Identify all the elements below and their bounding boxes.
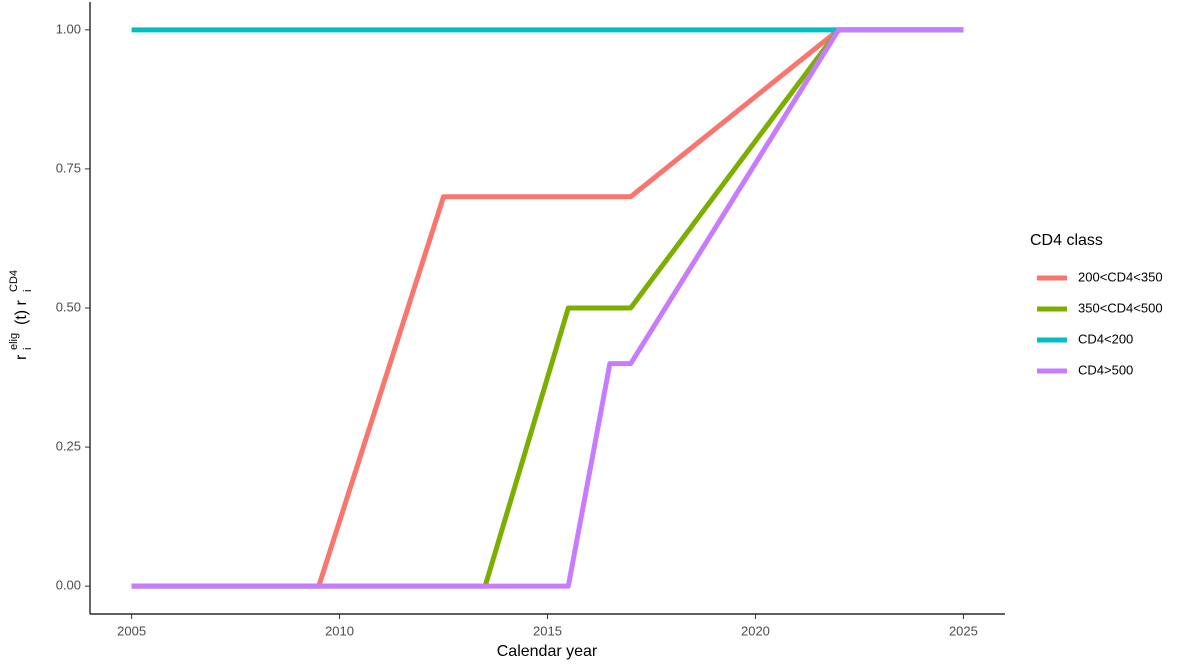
- y-tick-label: 1.00: [56, 21, 81, 36]
- y-axis-title-part: i: [22, 290, 34, 292]
- y-axis-title-part: r: [13, 354, 30, 360]
- x-tick-label: 2015: [533, 623, 562, 638]
- x-tick-label: 2010: [325, 623, 354, 638]
- series-line: [131, 27, 964, 589]
- x-tick-label: 2025: [949, 623, 978, 638]
- y-tick-label: 0.75: [56, 160, 81, 175]
- legend-title: CD4 class: [1030, 232, 1103, 249]
- legend-label: 350<CD4<500: [1078, 300, 1163, 315]
- y-tick-label: 0.25: [56, 439, 81, 454]
- series-line: [131, 27, 964, 589]
- y-tick-label: 0.50: [56, 299, 81, 314]
- y-axis-title-part: CD4: [8, 270, 20, 292]
- x-axis-title: Calendar year: [497, 643, 598, 660]
- y-tick-label: 0.00: [56, 578, 81, 593]
- legend-label: CD4>500: [1078, 362, 1133, 377]
- y-axis-title-part: elig: [8, 333, 20, 350]
- x-tick-label: 2005: [117, 623, 146, 638]
- x-tick-label: 2020: [741, 623, 770, 638]
- legend-label: 200<CD4<350: [1078, 269, 1163, 284]
- series-line: [131, 27, 964, 589]
- y-axis-title-part: i: [22, 348, 34, 350]
- y-axis-title-part: (t) r: [13, 299, 30, 325]
- legend-label: CD4<200: [1078, 331, 1133, 346]
